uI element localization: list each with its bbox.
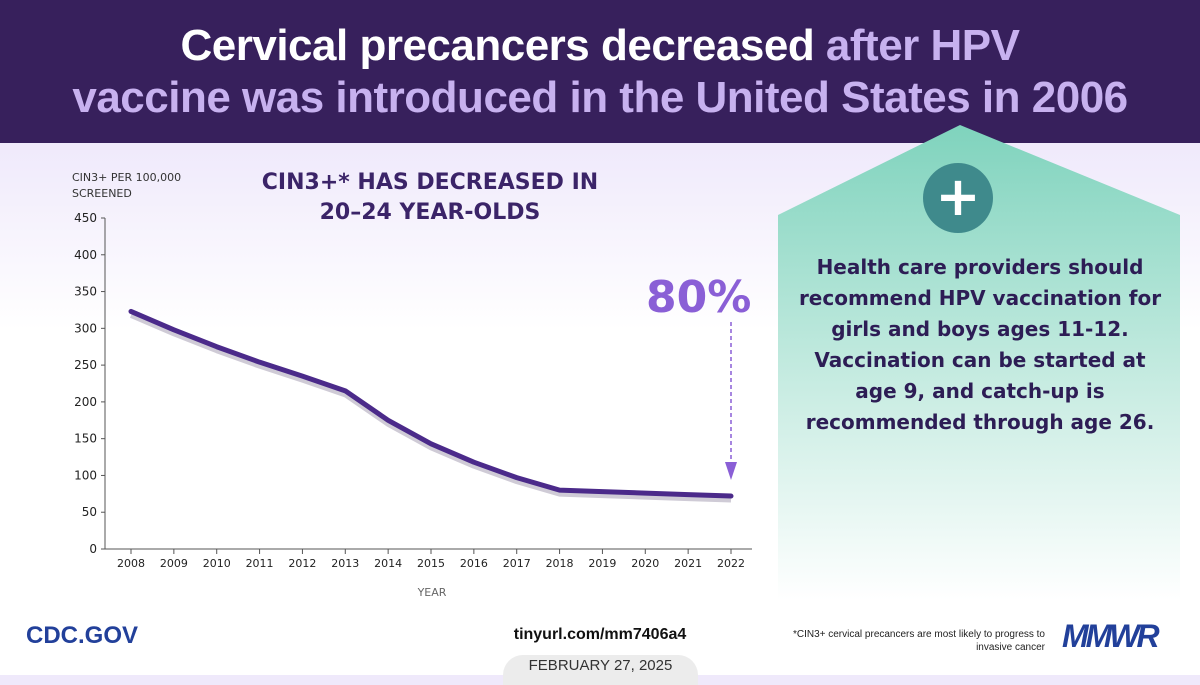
y-tick-label: 350 bbox=[74, 285, 97, 299]
data-point bbox=[343, 389, 347, 393]
y-tick-label: 150 bbox=[74, 432, 97, 446]
x-tick-label: 2020 bbox=[631, 557, 659, 570]
data-point bbox=[258, 360, 262, 364]
title-part-2: after HPV bbox=[825, 21, 1020, 70]
cdc-link[interactable]: CDC.GOV bbox=[26, 622, 139, 649]
y-label-line: CIN3+ PER 100,000 bbox=[72, 171, 182, 184]
x-tick-label: 2011 bbox=[246, 557, 274, 570]
data-point bbox=[472, 460, 476, 464]
data-point bbox=[643, 491, 647, 495]
x-tick-label: 2017 bbox=[503, 557, 531, 570]
title-part-1: Cervical precancers decreased bbox=[180, 21, 826, 70]
x-axis-label: YEAR bbox=[417, 586, 447, 599]
x-tick-label: 2015 bbox=[417, 557, 445, 570]
chart-title-line: 20–24 YEAR-OLDS bbox=[319, 200, 541, 225]
annotation-80-percent: 80% bbox=[646, 272, 752, 323]
data-point bbox=[386, 418, 390, 422]
x-tick-label: 2021 bbox=[674, 557, 702, 570]
y-tick-label: 200 bbox=[74, 395, 97, 409]
header: Cervical precancers decreased after HPV … bbox=[0, 0, 1200, 143]
data-point bbox=[686, 493, 690, 497]
title-part-3: vaccine was introduced in the United Sta… bbox=[72, 73, 1128, 122]
data-point bbox=[300, 374, 304, 378]
x-tick-label: 2022 bbox=[717, 557, 745, 570]
house-shape bbox=[778, 125, 1180, 600]
y-tick-label: 100 bbox=[74, 468, 97, 482]
y-axis-label: CIN3+ PER 100,000 SCREENED bbox=[72, 170, 212, 202]
x-tick-label: 2019 bbox=[588, 557, 616, 570]
data-point bbox=[215, 345, 219, 349]
mmwr-logo: MMWR bbox=[1062, 618, 1160, 654]
data-point bbox=[515, 476, 519, 480]
x-tick-label: 2013 bbox=[331, 557, 359, 570]
y-tick-label: 250 bbox=[74, 358, 97, 372]
y-tick-label: 50 bbox=[82, 505, 97, 519]
data-point bbox=[600, 490, 604, 494]
plus-icon: + bbox=[923, 163, 993, 233]
data-point bbox=[429, 442, 433, 446]
data-point bbox=[558, 488, 562, 492]
chart-title: CIN3+* HAS DECREASED IN 20–24 YEAR-OLDS bbox=[220, 168, 640, 228]
data-point bbox=[129, 309, 133, 313]
recommendation-panel bbox=[778, 125, 1180, 600]
data-point bbox=[172, 328, 176, 332]
x-tick-label: 2012 bbox=[288, 557, 316, 570]
line-chart: 0 50 100 150 200 250 300 350 400 450 2008 2009 2010 2… bbox=[74, 211, 752, 599]
y-label-line: SCREENED bbox=[72, 187, 132, 200]
recommendation-text: Health care providers should recommend H… bbox=[798, 255, 1162, 434]
data-point bbox=[729, 494, 733, 498]
x-tick-label: 2014 bbox=[374, 557, 402, 570]
y-tick-label: 0 bbox=[89, 542, 97, 556]
x-tick-label: 2009 bbox=[160, 557, 188, 570]
chart-title-line: CIN3+* HAS DECREASED IN bbox=[261, 170, 599, 195]
footnote: *CIN3+ cervical precancers are most like… bbox=[792, 629, 1045, 653]
x-tick-label: 2018 bbox=[546, 557, 574, 570]
y-tick-label: 400 bbox=[74, 248, 97, 262]
short-url[interactable]: tinyurl.com/mm7406a4 bbox=[513, 626, 687, 643]
y-tick-label: 450 bbox=[74, 211, 97, 225]
x-tick-label: 2010 bbox=[203, 557, 231, 570]
y-tick-label: 300 bbox=[74, 321, 97, 335]
publication-date: FEBRUARY 27, 2025 bbox=[503, 655, 698, 685]
x-tick-label: 2016 bbox=[460, 557, 488, 570]
arrow-head bbox=[725, 462, 737, 480]
line-shadow bbox=[130, 313, 732, 503]
x-tick-label: 2008 bbox=[117, 557, 145, 570]
